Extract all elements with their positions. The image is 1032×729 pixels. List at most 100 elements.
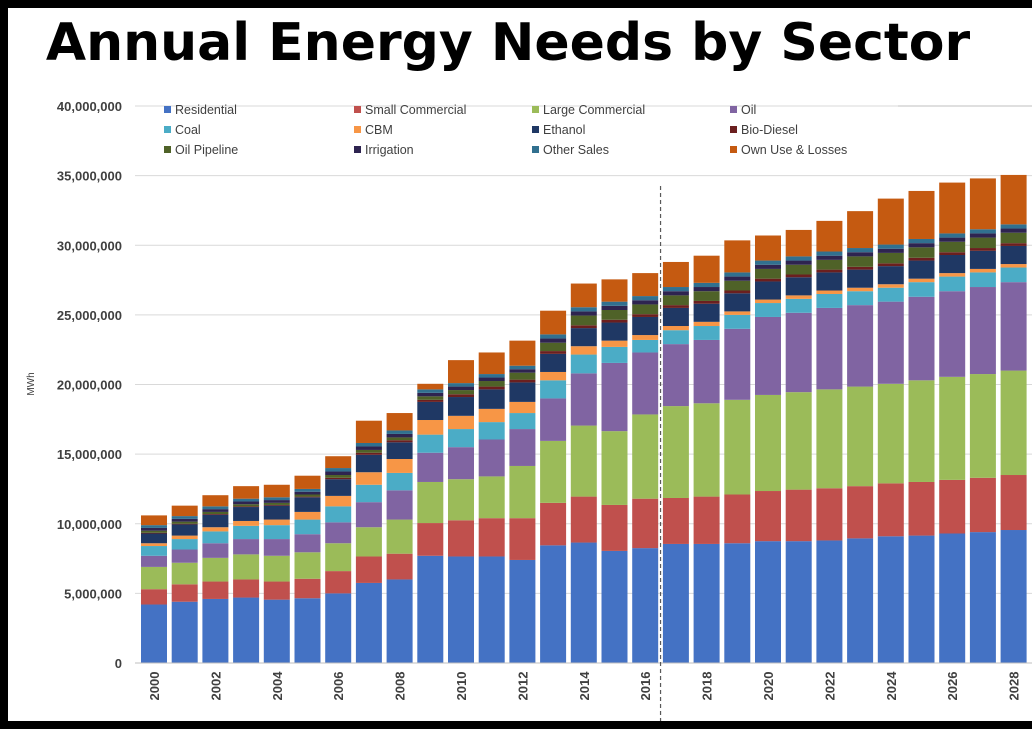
bar-bio-diesel-2025	[908, 257, 935, 261]
bar-other-sales-2005	[294, 488, 321, 492]
x-tick-label: 2022	[822, 672, 837, 701]
legend-item: Ethanol	[532, 123, 585, 137]
bar-ethanol-2020	[755, 281, 781, 300]
x-tick-label: 2010	[454, 672, 469, 701]
bar-residential-2006	[325, 593, 352, 663]
bar-cbm-2004	[263, 519, 290, 526]
bar-large-commercial-2010	[448, 479, 474, 521]
bar-coal-2019	[724, 314, 751, 329]
bar-small-commercial-2000	[141, 589, 167, 605]
bar-own-use-losses-2002	[202, 495, 229, 507]
bar-bio-diesel-2022	[816, 269, 843, 273]
x-tick-label: 2008	[393, 672, 408, 701]
bar-own-use-losses-2007	[355, 420, 382, 443]
bar-coal-2008	[386, 472, 413, 491]
bar-residential-2017	[662, 543, 689, 663]
bar-residential-2001	[171, 601, 198, 663]
bar-large-commercial-2020	[755, 394, 781, 492]
bar-small-commercial-2003	[233, 579, 260, 598]
bar-irrigation-2000	[141, 527, 167, 531]
bar-other-sales-2008	[386, 430, 413, 434]
bar-bio-diesel-2018	[693, 300, 720, 304]
bar-other-sales-2011	[478, 374, 505, 378]
bar-irrigation-2022	[816, 255, 843, 260]
bar-small-commercial-2023	[847, 486, 874, 539]
legend-swatch	[354, 146, 361, 153]
bar-bio-diesel-2002	[202, 514, 229, 515]
y-tick-label: 30,000,000	[57, 238, 122, 253]
legend-item: Bio-Diesel	[730, 123, 798, 137]
bar-other-sales-2016	[632, 296, 659, 301]
bar-other-sales-2009	[417, 389, 444, 393]
legend-swatch	[532, 126, 539, 133]
legend-swatch	[532, 106, 539, 113]
bar-oil-pipeline-2028	[1000, 232, 1027, 244]
bar-coal-2006	[325, 506, 352, 523]
bar-residential-2008	[386, 579, 413, 663]
bar-coal-2014	[570, 354, 597, 374]
bar-coal-2013	[540, 380, 567, 399]
bar-coal-2011	[478, 422, 505, 440]
bar-oil-pipeline-2018	[693, 291, 720, 301]
bar-ethanol-2025	[908, 260, 935, 279]
bar-irrigation-2010	[448, 386, 474, 391]
bar-other-sales-2018	[693, 282, 720, 288]
bar-residential-2016	[632, 548, 659, 663]
bar-coal-2028	[1000, 267, 1027, 283]
bar-own-use-losses-2020	[755, 235, 781, 261]
bar-irrigation-2017	[662, 291, 689, 296]
bar-small-commercial-2010	[448, 520, 474, 557]
bar-own-use-losses-2011	[478, 352, 505, 375]
bar-oil-pipeline-2027	[969, 237, 996, 249]
bar-oil-pipeline-2015	[601, 310, 628, 320]
bar-residential-2000	[141, 604, 167, 663]
bar-irrigation-2020	[755, 264, 781, 269]
bar-oil-pipeline-2013	[540, 342, 567, 352]
legend-swatch	[164, 126, 171, 133]
bar-small-commercial-2012	[509, 518, 536, 560]
bar-oil-2004	[263, 539, 290, 556]
bar-irrigation-2011	[478, 377, 505, 382]
bar-residential-2010	[448, 556, 474, 663]
legend-label: Oil Pipeline	[175, 143, 238, 157]
bar-small-commercial-2018	[693, 496, 720, 544]
bar-residential-2012	[509, 559, 536, 663]
bar-own-use-losses-2022	[816, 220, 843, 252]
bar-oil-pipeline-2002	[202, 511, 229, 515]
bar-small-commercial-2008	[386, 553, 413, 580]
legend-item: CBM	[354, 123, 393, 137]
x-tick-label: 2004	[270, 671, 285, 701]
bar-bio-diesel-2014	[570, 325, 597, 329]
bar-oil-pipeline-2014	[570, 315, 597, 326]
bar-large-commercial-2015	[601, 431, 628, 505]
legend-item: Large Commercial	[532, 103, 645, 117]
bar-coal-2002	[202, 531, 229, 544]
bar-oil-2023	[847, 305, 874, 387]
legend-swatch	[532, 146, 539, 153]
bar-cbm-2009	[417, 420, 444, 435]
y-tick-label: 20,000,000	[57, 378, 122, 393]
bar-bio-diesel-2015	[601, 319, 628, 323]
bar-irrigation-2026	[939, 237, 966, 242]
bar-own-use-losses-2001	[171, 505, 198, 517]
bar-coal-2016	[632, 339, 659, 353]
bar-ethanol-2021	[785, 277, 812, 296]
bar-irrigation-2009	[417, 392, 444, 397]
bar-oil-2018	[693, 339, 720, 404]
bar-oil-2028	[1000, 282, 1027, 371]
bar-cbm-2010	[448, 415, 474, 430]
bar-other-sales-2017	[662, 287, 689, 292]
bar-irrigation-2028	[1000, 228, 1027, 233]
bar-irrigation-2015	[601, 305, 628, 311]
bar-cbm-2007	[355, 472, 382, 485]
bar-coal-2024	[877, 287, 904, 302]
bar-coal-2000	[141, 546, 167, 556]
bar-own-use-losses-2010	[448, 360, 474, 384]
bar-ethanol-2024	[877, 266, 904, 285]
bar-cbm-2020	[755, 299, 781, 304]
bar-coal-2003	[233, 525, 260, 540]
legend-item: Other Sales	[532, 143, 609, 157]
bar-coal-2026	[939, 276, 966, 292]
bar-bio-diesel-2009	[417, 399, 444, 402]
bar-residential-2018	[693, 543, 720, 663]
